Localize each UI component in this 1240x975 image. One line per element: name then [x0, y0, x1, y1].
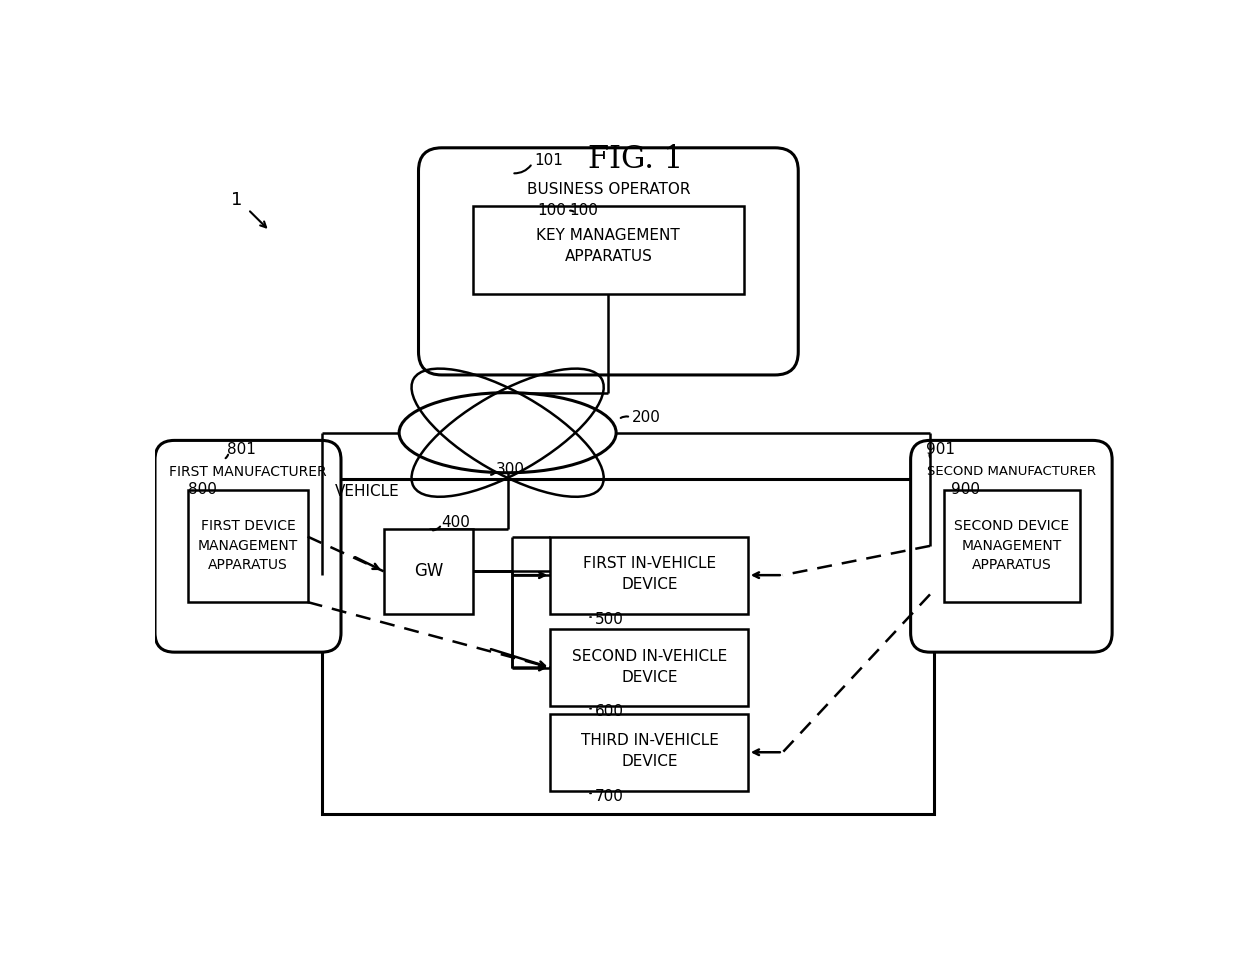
- Text: 901: 901: [926, 442, 955, 457]
- Text: 100: 100: [537, 204, 565, 218]
- Text: 1: 1: [231, 191, 242, 210]
- Bar: [472, 206, 744, 294]
- Text: THIRD IN-VEHICLE
DEVICE: THIRD IN-VEHICLE DEVICE: [580, 733, 718, 769]
- Ellipse shape: [399, 393, 616, 473]
- Text: 700: 700: [594, 789, 624, 803]
- Text: 200: 200: [631, 410, 661, 425]
- Text: 400: 400: [441, 516, 471, 530]
- Text: GW: GW: [414, 563, 443, 580]
- Text: 600: 600: [594, 704, 624, 719]
- Bar: [551, 714, 748, 791]
- Bar: [321, 479, 934, 814]
- Bar: [187, 490, 308, 603]
- Text: FIRST IN-VEHICLE
DEVICE: FIRST IN-VEHICLE DEVICE: [583, 557, 715, 593]
- Text: 500: 500: [594, 611, 624, 627]
- Text: 100: 100: [569, 203, 599, 217]
- Bar: [944, 490, 1080, 603]
- Bar: [383, 529, 472, 613]
- Text: 300: 300: [496, 462, 525, 477]
- FancyBboxPatch shape: [155, 441, 341, 652]
- Text: SECOND IN-VEHICLE
DEVICE: SECOND IN-VEHICLE DEVICE: [572, 648, 727, 684]
- Text: SECOND DEVICE
MANAGEMENT
APPARATUS: SECOND DEVICE MANAGEMENT APPARATUS: [954, 520, 1069, 572]
- Text: 800: 800: [188, 483, 217, 497]
- Text: 801: 801: [227, 442, 255, 457]
- Bar: [551, 536, 748, 613]
- Bar: [551, 629, 748, 706]
- Text: FIRST MANUFACTURER: FIRST MANUFACTURER: [169, 465, 327, 479]
- FancyBboxPatch shape: [910, 441, 1112, 652]
- FancyBboxPatch shape: [419, 148, 799, 375]
- Text: FIRST DEVICE
MANAGEMENT
APPARATUS: FIRST DEVICE MANAGEMENT APPARATUS: [198, 520, 298, 572]
- Text: 900: 900: [951, 483, 981, 497]
- Text: FIG. 1: FIG. 1: [588, 144, 683, 175]
- Text: BUSINESS OPERATOR: BUSINESS OPERATOR: [527, 182, 691, 197]
- Text: KEY MANAGEMENT
APPARATUS: KEY MANAGEMENT APPARATUS: [537, 228, 681, 264]
- Text: 101: 101: [534, 153, 564, 169]
- Text: VEHICLE: VEHICLE: [335, 484, 399, 499]
- Text: SECOND MANUFACTURER: SECOND MANUFACTURER: [926, 465, 1096, 479]
